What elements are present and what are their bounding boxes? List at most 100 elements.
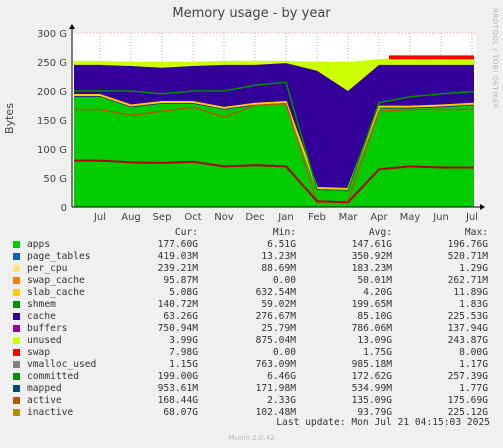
legend-label: unused [27, 335, 62, 346]
legend-avg: 199.65M [351, 299, 392, 310]
legend-avg: 85.10G [357, 311, 392, 322]
x-tick-label: Sep [153, 212, 172, 223]
header-min: Min: [272, 227, 296, 238]
legend-avg: 4.20G [363, 287, 392, 298]
legend-row-committed: committed 199.00G 6.46G 172.62G 257.39G [10, 371, 490, 383]
legend-avg: 50.01M [357, 275, 392, 286]
line-inactive [74, 159, 474, 204]
x-tick-label: Apr [370, 212, 388, 223]
legend-min: 276.67M [255, 311, 296, 322]
x-tick-label: Nov [214, 212, 234, 223]
legend-swatch [13, 289, 20, 296]
legend-max: 262.71M [447, 275, 488, 286]
legend-max: 196.76G [447, 239, 488, 250]
legend-label: vmalloc_used [27, 359, 97, 370]
legend-min: 0.00 [272, 347, 296, 358]
legend-swatch [13, 397, 20, 404]
y-tick-label: 0 [61, 203, 67, 214]
legend-swatch [13, 265, 20, 272]
legend-cur: 68.07G [163, 407, 198, 418]
legend-max: 137.94G [447, 323, 488, 334]
last-update: Last update: Mon Jul 21 04:15:03 2025 [276, 417, 490, 428]
legend-swatch [13, 409, 20, 416]
y-tick-label: 200 G [37, 87, 67, 98]
chart-plot: 0 50 G 100 G 150 G 200 G 250 G 300 G Jul Aug Sep O… [37, 24, 485, 223]
y-tick-label: 50 G [43, 174, 67, 185]
x-tick-label: Oct [184, 212, 201, 223]
legend-row-vmalloc-used: vmalloc_used 1.15G 763.09M 985.18M 1.17G [10, 359, 490, 371]
y-axis-arrow [69, 24, 75, 29]
line-committed [74, 81, 474, 192]
legend-min: 25.79M [261, 323, 296, 334]
legend-cur: 953.61M [157, 383, 198, 394]
legend-avg: 147.61G [351, 239, 392, 250]
legend-row-cache: cache 63.26G 276.67M 85.10G 225.53G [10, 311, 490, 323]
legend-swatch [13, 253, 20, 260]
legend-swatch [13, 373, 20, 380]
legend-avg: 135.09G [351, 395, 392, 406]
legend-label: swap_cache [27, 275, 85, 286]
legend-min: 875.04M [255, 335, 296, 346]
x-tick-label: Jul [465, 212, 478, 223]
legend-cur: 239.21M [157, 263, 198, 274]
legend-min: 171.98M [255, 383, 296, 394]
legend-label: per_cpu [27, 263, 68, 274]
x-tick-label: Jul [93, 212, 106, 223]
legend-label: active [27, 395, 62, 406]
legend-max: 243.87G [447, 335, 488, 346]
legend-max: 257.39G [447, 371, 488, 382]
legend-min: 6.46G [267, 371, 296, 382]
area-apps [74, 96, 474, 207]
legend-min: 102.48M [255, 407, 296, 418]
legend-row-active: active 168.44G 2.33G 135.09G 175.69G [10, 395, 490, 407]
legend-cur: 750.94M [157, 323, 198, 334]
legend-min: 632.54M [255, 287, 296, 298]
line-slab-cache [74, 94, 474, 191]
y-tick-label: 250 G [37, 58, 67, 69]
legend-min: 13.23M [261, 251, 296, 262]
legend-swatch [13, 361, 20, 368]
legend-swatch [13, 325, 20, 332]
x-tick-label: Mar [339, 212, 359, 223]
header-cur: Cur: [174, 227, 198, 238]
y-tick-label: 300 G [37, 29, 67, 40]
legend-label: slab_cache [27, 287, 85, 298]
legend-rows: apps 177.60G 6.51G 147.61G 196.76G page_table… [10, 239, 490, 419]
legend-avg: 13.09G [357, 335, 392, 346]
legend-avg: 985.18M [351, 359, 392, 370]
legend-label: mapped [27, 383, 62, 394]
y-tick-label: 150 G [37, 116, 67, 127]
legend-row-swap-cache: swap_cache 95.87M 0.00 50.01M 262.71M [10, 275, 490, 287]
legend-row-page-tables: page_tables 419.03M 13.23M 350.92M 520.71M [10, 251, 490, 263]
legend-cur: 3.99G [169, 335, 198, 346]
legend-max: 175.69G [447, 395, 488, 406]
legend-swatch [13, 385, 20, 392]
x-tick-label: Feb [308, 212, 326, 223]
legend: Cur: Min: Avg: Max: apps 177.60G 6.51G 147.… [10, 227, 490, 419]
x-tick-label: May [400, 212, 421, 223]
legend-label: buffers [27, 323, 68, 334]
legend-max: 1.83G [459, 299, 488, 310]
legend-min: 2.33G [267, 395, 296, 406]
x-tick-label: Jun [432, 212, 449, 223]
legend-swatch [13, 301, 20, 308]
legend-label: swap [27, 347, 51, 358]
legend-avg: 1.75G [363, 347, 392, 358]
legend-avg: 534.99M [351, 383, 392, 394]
legend-header: Cur: Min: Avg: Max: [10, 227, 490, 239]
header-max: Max: [464, 227, 488, 238]
legend-max: 520.71M [447, 251, 488, 262]
legend-min: 0.00 [272, 275, 296, 286]
legend-avg: 93.79G [357, 407, 392, 418]
legend-cur: 7.98G [169, 347, 198, 358]
legend-max: 225.53G [447, 311, 488, 322]
legend-avg: 172.62G [351, 371, 392, 382]
x-tick-label: Dec [245, 212, 264, 223]
legend-cur: 1.15G [169, 359, 198, 370]
line-active [74, 102, 474, 204]
footer-version: Munin 2.0.42 [228, 434, 275, 442]
legend-avg: 786.06M [351, 323, 392, 334]
legend-row-slab-cache: slab_cache 5.08G 632.54M 4.20G 11.89G [10, 287, 490, 299]
legend-cur: 199.00G [157, 371, 198, 382]
legend-label: page_tables [27, 251, 91, 262]
